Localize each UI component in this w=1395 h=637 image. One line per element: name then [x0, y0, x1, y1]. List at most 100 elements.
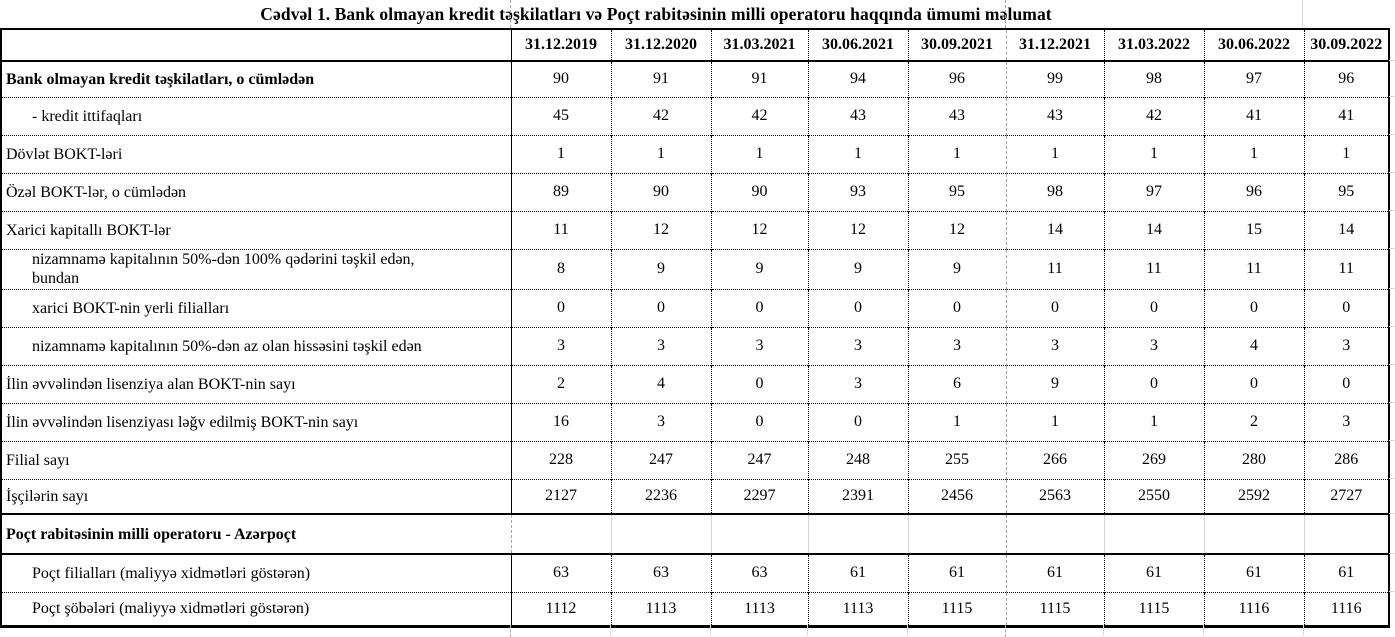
value-cell[interactable]: 3 [907, 326, 1006, 365]
value-cell[interactable]: 1113 [807, 591, 908, 626]
value-cell[interactable]: 9 [907, 248, 1006, 289]
row-label-cell[interactable]: Özəl BOKT-lər, o cümlədən [1, 172, 511, 211]
value-cell[interactable] [1203, 513, 1304, 554]
value-cell[interactable]: 0 [710, 402, 808, 441]
value-cell[interactable]: 1 [1203, 134, 1304, 173]
value-cell[interactable]: 12 [807, 210, 908, 249]
value-cell[interactable]: 266 [1005, 440, 1104, 479]
value-cell[interactable]: 248 [807, 440, 908, 479]
value-cell[interactable]: 11 [1203, 248, 1304, 289]
value-cell[interactable]: 2550 [1103, 478, 1204, 514]
value-cell[interactable]: 63 [710, 553, 808, 592]
value-cell[interactable]: 0 [907, 288, 1006, 327]
value-cell[interactable]: 9 [710, 248, 808, 289]
value-cell[interactable]: 255 [907, 440, 1006, 479]
value-cell[interactable]: 42 [610, 96, 711, 135]
value-cell[interactable]: 2297 [710, 478, 808, 514]
value-cell[interactable]: 91 [710, 61, 808, 97]
row-label-cell[interactable]: Poçt şöbələri (maliyyə xidmətləri göstər… [1, 591, 511, 626]
value-cell[interactable]: 1113 [610, 591, 711, 626]
value-cell[interactable]: 2592 [1203, 478, 1304, 514]
value-cell[interactable]: 15 [1203, 210, 1304, 249]
value-cell[interactable]: 269 [1103, 440, 1204, 479]
value-cell[interactable]: 97 [1203, 61, 1304, 97]
value-cell[interactable]: 90 [610, 172, 711, 211]
row-label-cell[interactable]: Bank olmayan kredit təşkilatları, o cüml… [6, 70, 315, 88]
value-cell[interactable]: 61 [1203, 553, 1304, 592]
value-cell[interactable]: 61 [807, 553, 908, 592]
value-cell[interactable] [710, 513, 808, 554]
value-cell[interactable]: 0 [510, 288, 611, 327]
value-cell[interactable]: 61 [1005, 553, 1104, 592]
value-cell[interactable]: 1 [610, 134, 711, 173]
value-cell[interactable] [510, 513, 611, 554]
value-cell[interactable]: 96 [1203, 172, 1304, 211]
value-cell[interactable]: 42 [710, 96, 808, 135]
value-cell[interactable]: 1 [1103, 134, 1204, 173]
value-cell[interactable]: 0 [610, 288, 711, 327]
value-cell[interactable]: 3 [610, 402, 711, 441]
value-cell[interactable] [1103, 513, 1204, 554]
value-cell[interactable]: 2563 [1005, 478, 1104, 514]
value-cell[interactable]: 89 [510, 172, 611, 211]
value-cell[interactable]: 4 [1203, 326, 1304, 365]
column-header[interactable]: 30.09.2022 [1303, 29, 1389, 62]
row-label-cell[interactable]: Dövlət BOKT-ləri [1, 134, 511, 173]
value-cell[interactable]: 0 [710, 364, 808, 403]
value-cell[interactable]: 0 [1005, 288, 1104, 327]
row-label-cell[interactable]: Xarici kapitallı BOKT-lər [1, 210, 511, 249]
value-cell[interactable]: 11 [1005, 248, 1104, 289]
value-cell[interactable]: 41 [1303, 96, 1389, 135]
corner-cell[interactable] [1, 29, 511, 62]
value-cell[interactable]: 2127 [510, 478, 611, 514]
value-cell[interactable]: 3 [1303, 402, 1389, 441]
value-cell[interactable]: 0 [1103, 288, 1204, 327]
value-cell[interactable]: 93 [807, 172, 908, 211]
row-label-cell[interactable]: İlin əvvəlindən lisenziyası ləğv edilmiş… [1, 402, 511, 441]
value-cell[interactable]: 43 [907, 96, 1006, 135]
value-cell[interactable]: 12 [610, 210, 711, 249]
row-label-cell[interactable]: Poçt rabitəsinin milli operatoru - Azərp… [1, 513, 511, 554]
value-cell[interactable] [1005, 513, 1104, 554]
value-cell[interactable]: 2 [510, 364, 611, 403]
column-header[interactable]: 31.12.2021 [1005, 29, 1104, 62]
value-cell[interactable]: 2456 [907, 478, 1006, 514]
row-label-cell[interactable]: Filial sayı [1, 440, 511, 479]
value-cell[interactable]: 14 [1303, 210, 1389, 249]
value-cell[interactable]: 1112 [510, 591, 611, 626]
value-cell[interactable]: 3 [510, 326, 611, 365]
value-cell[interactable]: 63 [610, 553, 711, 592]
value-cell[interactable]: 1 [710, 134, 808, 173]
value-cell[interactable]: 99 [1005, 61, 1104, 97]
value-cell[interactable]: 3 [807, 364, 908, 403]
column-header[interactable]: 30.06.2021 [807, 29, 908, 62]
value-cell[interactable] [807, 513, 908, 554]
value-cell[interactable]: 0 [807, 288, 908, 327]
value-cell[interactable]: 94 [807, 61, 908, 97]
value-cell[interactable]: 3 [807, 326, 908, 365]
value-cell[interactable]: 1113 [710, 591, 808, 626]
value-cell[interactable]: 3 [610, 326, 711, 365]
value-cell[interactable]: 0 [807, 402, 908, 441]
value-cell[interactable]: 98 [1103, 61, 1204, 97]
column-header[interactable]: 31.12.2019 [510, 29, 611, 62]
value-cell[interactable]: 2727 [1303, 478, 1389, 514]
column-header[interactable]: 30.06.2022 [1203, 29, 1304, 62]
value-cell[interactable]: 2236 [610, 478, 711, 514]
value-cell[interactable]: 0 [710, 288, 808, 327]
value-cell[interactable]: 9 [807, 248, 908, 289]
row-label-cell[interactable]: nizamnamə kapitalının 50%-dən 100% qədər… [1, 248, 511, 289]
value-cell[interactable]: 2391 [807, 478, 908, 514]
value-cell[interactable]: 42 [1103, 96, 1204, 135]
value-cell[interactable]: 61 [1303, 553, 1389, 592]
value-cell[interactable]: 6 [907, 364, 1006, 403]
value-cell[interactable]: 96 [1303, 61, 1389, 97]
value-cell[interactable]: 61 [1103, 553, 1204, 592]
value-cell[interactable]: 1115 [1005, 591, 1104, 626]
value-cell[interactable]: 1 [1005, 402, 1104, 441]
value-cell[interactable]: 1 [1303, 134, 1389, 173]
value-cell[interactable]: 3 [1005, 326, 1104, 365]
value-cell[interactable]: 98 [1005, 172, 1104, 211]
value-cell[interactable]: 96 [907, 61, 1006, 97]
value-cell[interactable]: 2 [1203, 402, 1304, 441]
